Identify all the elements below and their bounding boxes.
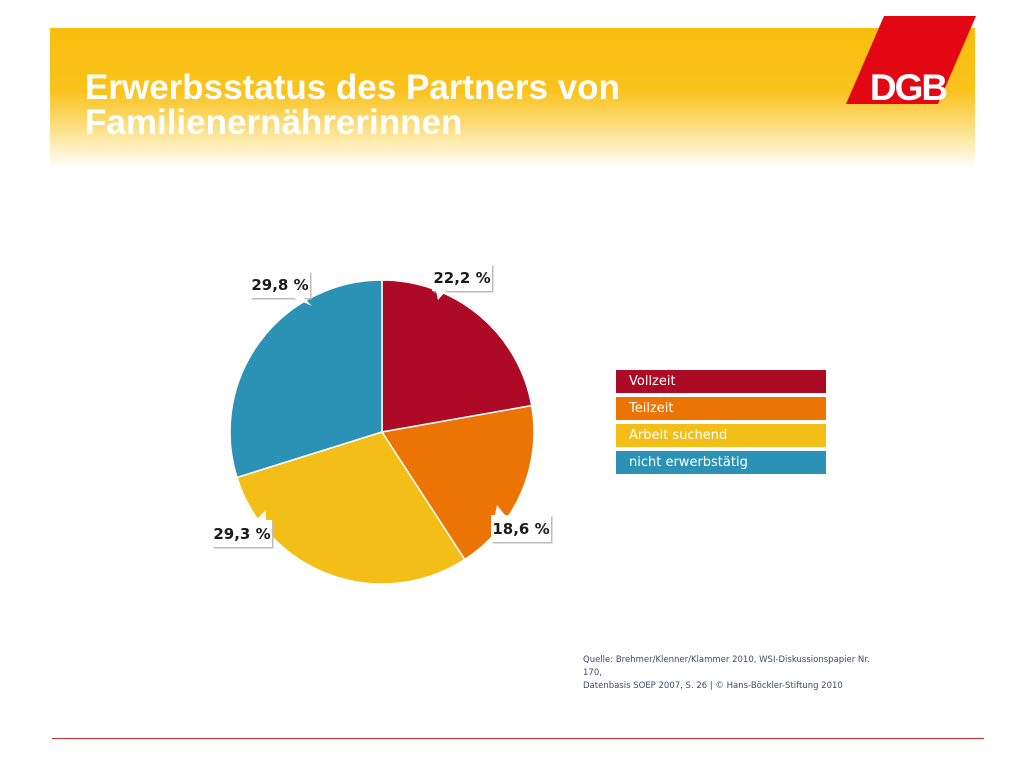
dgb-logo-parallelogram [846, 16, 976, 104]
slide-title-line-1: Erwerbsstatus des Partners von [85, 68, 620, 107]
value-label-3: 29,3 % [212, 510, 274, 549]
pie-value-labels: 22,2 % 18,6 % 29,3 % 29,8 % [212, 264, 553, 549]
legend-item-2: Teilzeit [616, 397, 826, 420]
pie-slice-1 [381, 279, 533, 433]
legend-item-4: nicht erwerbstätig [616, 451, 826, 474]
value-label-4: 29,8 % [250, 271, 312, 306]
value-label-1: 22,2 % [432, 264, 494, 300]
pie-slice-4 [229, 279, 383, 479]
value-label-pointer [495, 505, 505, 515]
pie-slices [229, 279, 535, 585]
legend-item-1: Vollzeit [616, 370, 826, 393]
footer-line [52, 738, 984, 739]
value-label-text: 18,6 % [492, 520, 549, 538]
slide-title: Erwerbsstatus des Partners von Familiene… [85, 70, 785, 140]
source-note: Quelle: Brehmer/Klenner/Klammer 2010, WS… [583, 654, 883, 693]
pie-slice-3 [236, 431, 466, 585]
value-label-box [212, 520, 272, 547]
legend-item-3: Arbeit suchend [616, 424, 826, 447]
value-label-box [491, 515, 551, 542]
dgb-logo: DGB [846, 16, 976, 104]
slide-title-line-2: Familienernährerinnen [85, 103, 463, 142]
dgb-logo-text: DGB [870, 67, 948, 104]
value-label-pointer [294, 298, 312, 306]
value-label-text: 29,8 % [251, 276, 308, 294]
source-line-2: Datenbasis SOEP 2007, S. 26 | © Hans-Böc… [583, 681, 843, 691]
value-label-2: 18,6 % [491, 505, 553, 544]
value-label-box [432, 264, 492, 291]
value-label-pointer [436, 291, 446, 300]
header-band [50, 28, 975, 168]
legend: Vollzeit Teilzeit Arbeit suchend nicht erwe… [616, 370, 826, 478]
value-label-box [250, 271, 310, 298]
value-label-text: 29,3 % [213, 525, 270, 543]
source-line-1: Quelle: Brehmer/Klenner/Klammer 2010, WS… [583, 655, 870, 678]
value-label-text: 22,2 % [433, 269, 490, 287]
value-label-pointer [256, 510, 266, 520]
